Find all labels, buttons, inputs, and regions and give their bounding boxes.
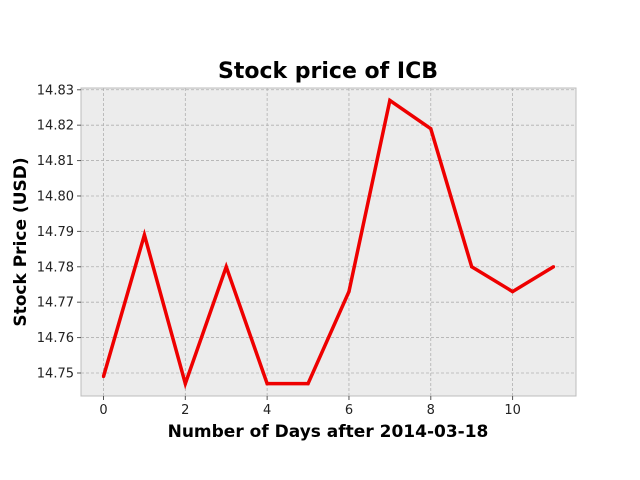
data-point [510, 289, 515, 294]
y-tick-label: 14.83 [37, 83, 74, 98]
x-axis-label: Number of Days after 2014-03-18 [168, 422, 489, 442]
x-tick-label: 10 [504, 403, 521, 418]
data-point [429, 127, 433, 131]
x-tick-label: 6 [345, 403, 353, 418]
data-point [470, 265, 474, 269]
y-tick-label: 14.78 [37, 260, 74, 275]
series-layer [101, 97, 556, 390]
axis-ticks: 0 2 4 6 8 10 14.75 14.76 14.77 14.78 14.79 14.80 14.… [37, 83, 521, 418]
y-tick-label: 14.76 [37, 331, 74, 346]
data-point [551, 265, 556, 269]
y-tick-label: 14.77 [37, 296, 74, 311]
y-tick-label: 14.79 [37, 225, 74, 240]
y-tick-label: 14.80 [37, 189, 74, 204]
plot-background [81, 88, 576, 396]
data-point [142, 233, 147, 237]
data-point [265, 382, 269, 386]
y-tick-label: 14.82 [37, 119, 74, 134]
series-line [101, 97, 555, 390]
x-tick-label: 0 [99, 403, 107, 418]
y-tick-label: 14.75 [37, 366, 74, 381]
x-tick-label: 2 [181, 403, 189, 418]
data-point [224, 265, 228, 269]
y-axis-label: Stock Price (USD) [11, 157, 31, 326]
y-tick-label: 14.81 [37, 154, 74, 169]
data-point [101, 374, 106, 379]
chart-title: Stock price of ICB [218, 59, 438, 84]
data-point [306, 382, 310, 386]
data-point [388, 98, 392, 102]
data-point [183, 382, 187, 386]
data-point [347, 289, 351, 294]
x-tick-label: 4 [263, 403, 271, 418]
plot-frame [80, 87, 577, 397]
x-tick-label: 8 [427, 403, 435, 418]
